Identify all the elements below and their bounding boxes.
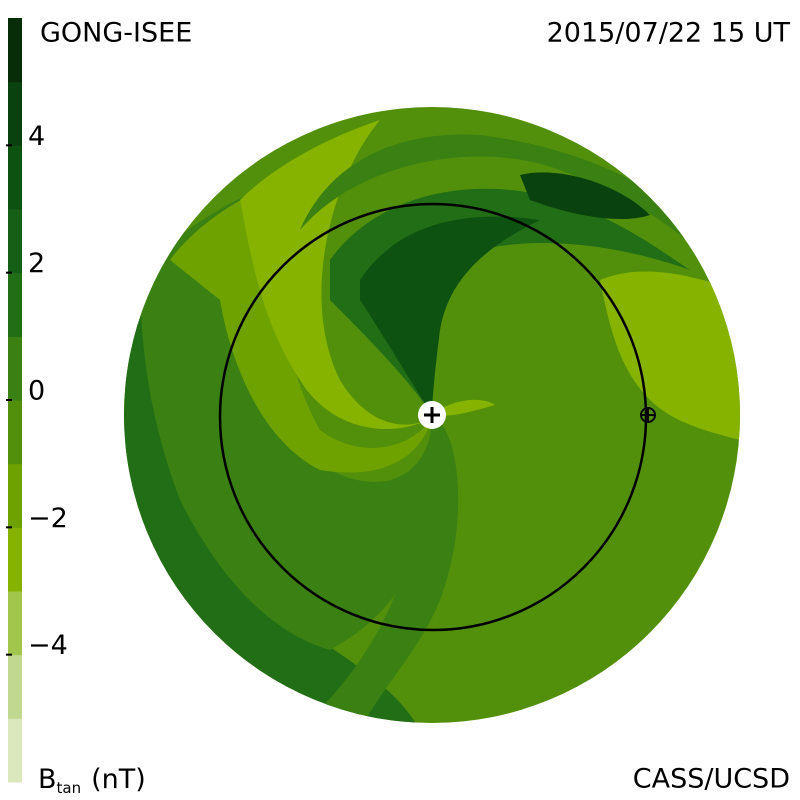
timestamp: 2015/07/22 15 UT: [547, 18, 791, 49]
credit: CASS/UCSD: [633, 764, 790, 795]
colorbar-band: [8, 591, 22, 656]
colorbar-band: [8, 209, 22, 274]
colorbar-tick-label: 0: [28, 376, 45, 407]
colorbar-band: [8, 654, 22, 719]
source-label: GONG-ISEE: [40, 18, 192, 49]
colorbar-tick-label: −2: [28, 503, 68, 534]
symbol: B: [38, 764, 57, 795]
colorbar-band: [8, 463, 22, 528]
colorbar-band: [8, 400, 22, 465]
colorbar-band: [8, 527, 22, 592]
tangential-field-map: [124, 107, 740, 723]
colorbar-label: Btan (nT): [38, 764, 146, 797]
earth-orbit: [218, 202, 648, 632]
colorbar-tick-label: 4: [28, 121, 45, 152]
colorbar-tick-label: 2: [28, 248, 45, 279]
earth-marker: [640, 407, 656, 423]
colorbar-band: [8, 145, 22, 210]
subscript: tan: [57, 779, 82, 797]
colorbar-band: [8, 718, 22, 783]
colorbar-band: [8, 18, 22, 83]
colorbar-band: [8, 336, 22, 401]
colorbar-band: [8, 81, 22, 146]
colorbar-tick-label: −4: [28, 630, 68, 661]
sun-marker: [418, 401, 446, 429]
colorbar: 4 2 0 −2 −4: [6, 18, 68, 783]
colorbar-band: [8, 272, 22, 337]
unit: (nT): [91, 764, 146, 795]
